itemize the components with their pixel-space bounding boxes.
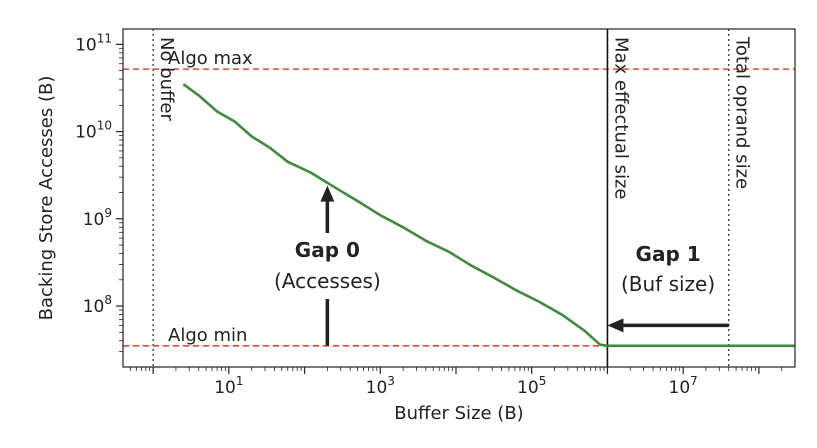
max-effectual-label: Max effectual size (610, 37, 631, 200)
y-tick-label: 1010 (75, 119, 112, 143)
gap1-arrow-head (607, 318, 624, 333)
x-axis-title: Buffer Size (B) (394, 403, 523, 424)
gap0-arrow-head (320, 185, 335, 202)
y-tick-label: 108 (83, 293, 112, 317)
gap1-subtitle: (Buf size) (621, 272, 715, 296)
y-tick-label: 109 (83, 206, 112, 230)
total-oprand-label: Total oprand size (732, 36, 753, 189)
x-tick-label: 103 (366, 374, 395, 398)
gap1-title: Gap 1 (636, 242, 701, 266)
no-buffer-label: No buffer (156, 37, 177, 122)
algo-min-label: Algo min (168, 325, 247, 346)
y-tick-label: 1011 (75, 31, 112, 55)
gap0-label-bg (265, 233, 390, 299)
y-axis-title: Backing Store Accesses (B) (36, 76, 57, 321)
plot-frame (122, 28, 796, 368)
series-line (182, 83, 795, 348)
algo-max-label: Algo max (168, 48, 253, 69)
x-tick-label: 107 (669, 374, 698, 398)
x-tick-label: 105 (517, 374, 546, 398)
x-tick-label: 101 (214, 374, 243, 398)
gap0-subtitle: (Accesses) (274, 269, 381, 293)
gap0-title: Gap 0 (295, 238, 360, 262)
plot-area (123, 29, 795, 367)
